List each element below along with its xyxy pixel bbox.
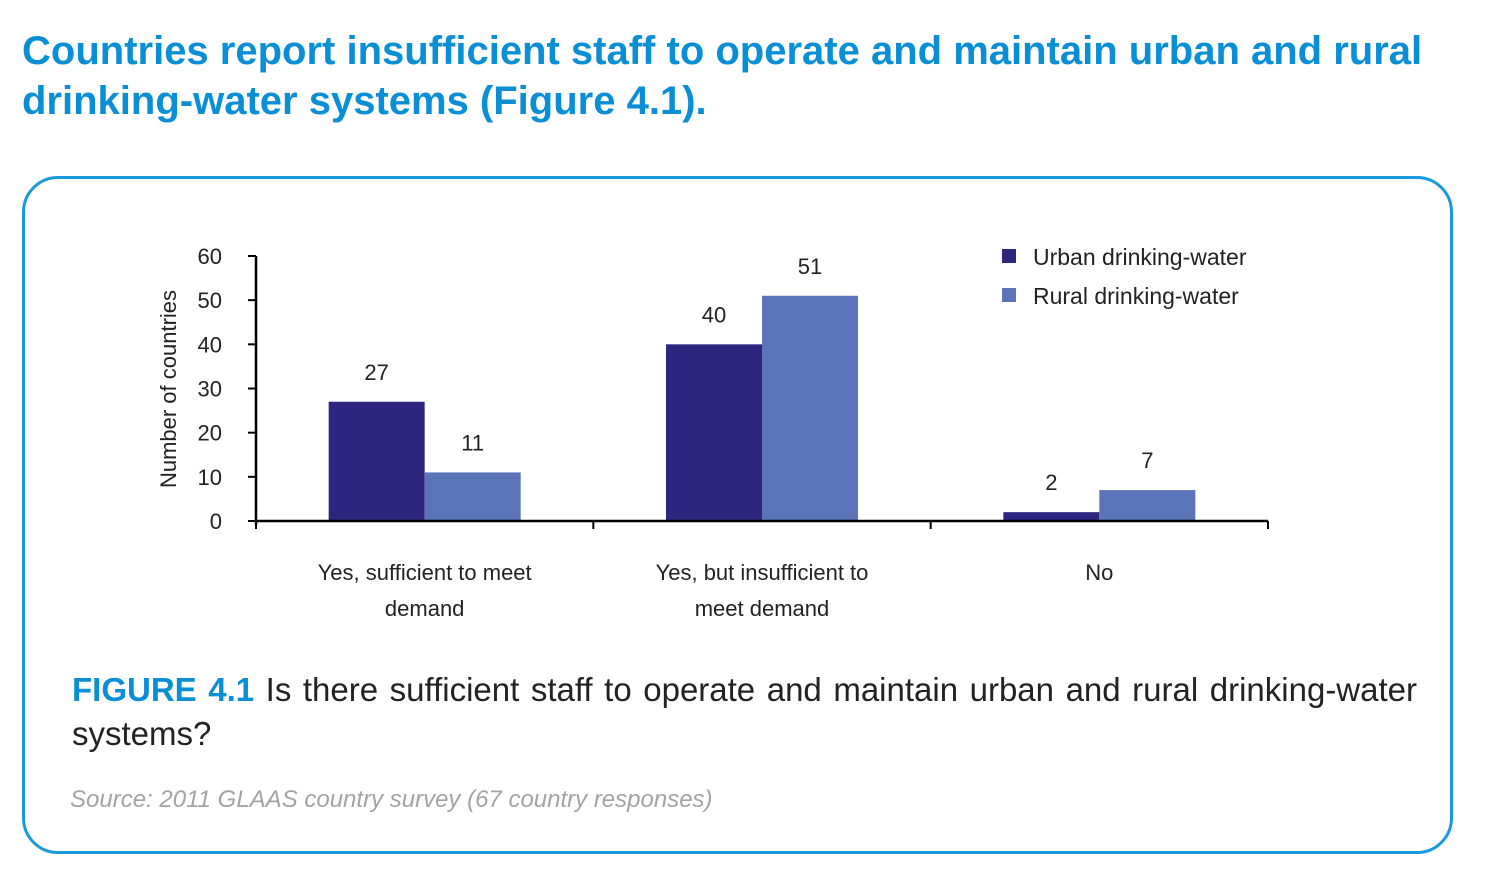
data-label: 51 (798, 254, 822, 279)
x-category-label: Yes, but insufficient to (656, 560, 869, 585)
y-axis-title: Number of countries (156, 290, 181, 488)
y-tick-label: 60 (198, 244, 222, 269)
legend: Urban drinking-water Rural drinking-water (1002, 244, 1247, 309)
y-axis-title-group: Number of countries (156, 290, 181, 488)
data-label: 7 (1141, 448, 1153, 473)
y-tick-label: 40 (198, 332, 222, 357)
x-category-label: No (1085, 560, 1113, 585)
legend-swatch (1002, 249, 1016, 263)
bar (666, 344, 762, 521)
headline: Countries report insufficient staff to o… (22, 29, 1423, 123)
bar (1003, 512, 1100, 521)
data-label: 27 (364, 360, 388, 385)
data-label: 2 (1045, 470, 1057, 495)
legend-swatch (1002, 288, 1016, 302)
source-note: Source: 2011 GLAAS country survey (67 co… (70, 786, 713, 813)
data-label: 11 (461, 430, 484, 455)
bar (424, 472, 521, 521)
data-label: 40 (702, 302, 726, 327)
y-tick-label: 10 (198, 465, 222, 490)
figure-panel (22, 176, 1453, 854)
y-tick-label: 20 (198, 421, 222, 446)
legend-label: Rural drinking-water (1033, 283, 1239, 309)
bar (328, 401, 425, 521)
bar (1099, 490, 1196, 521)
figure-number: FIGURE 4.1 (72, 671, 255, 708)
y-tick-label: 30 (198, 377, 222, 402)
x-category-label: meet demand (695, 596, 830, 621)
y-tick-label: 50 (198, 288, 222, 313)
x-category-label: Yes, sufficient to meet (318, 560, 532, 585)
figure-caption-text: Is there sufficient staff to operate and… (72, 671, 1418, 752)
x-axis: Yes, sufficient to meet demand Yes, but in… (255, 519, 1269, 621)
y-axis: 0 10 20 30 40 50 60 (198, 244, 258, 534)
x-category-label: demand (385, 596, 465, 621)
y-tick-label: 0 (210, 509, 222, 534)
legend-label: Urban drinking-water (1033, 244, 1247, 270)
figure-caption: FIGURE 4.1 Is there sufficient staff to … (72, 668, 1417, 756)
bar (762, 295, 858, 521)
